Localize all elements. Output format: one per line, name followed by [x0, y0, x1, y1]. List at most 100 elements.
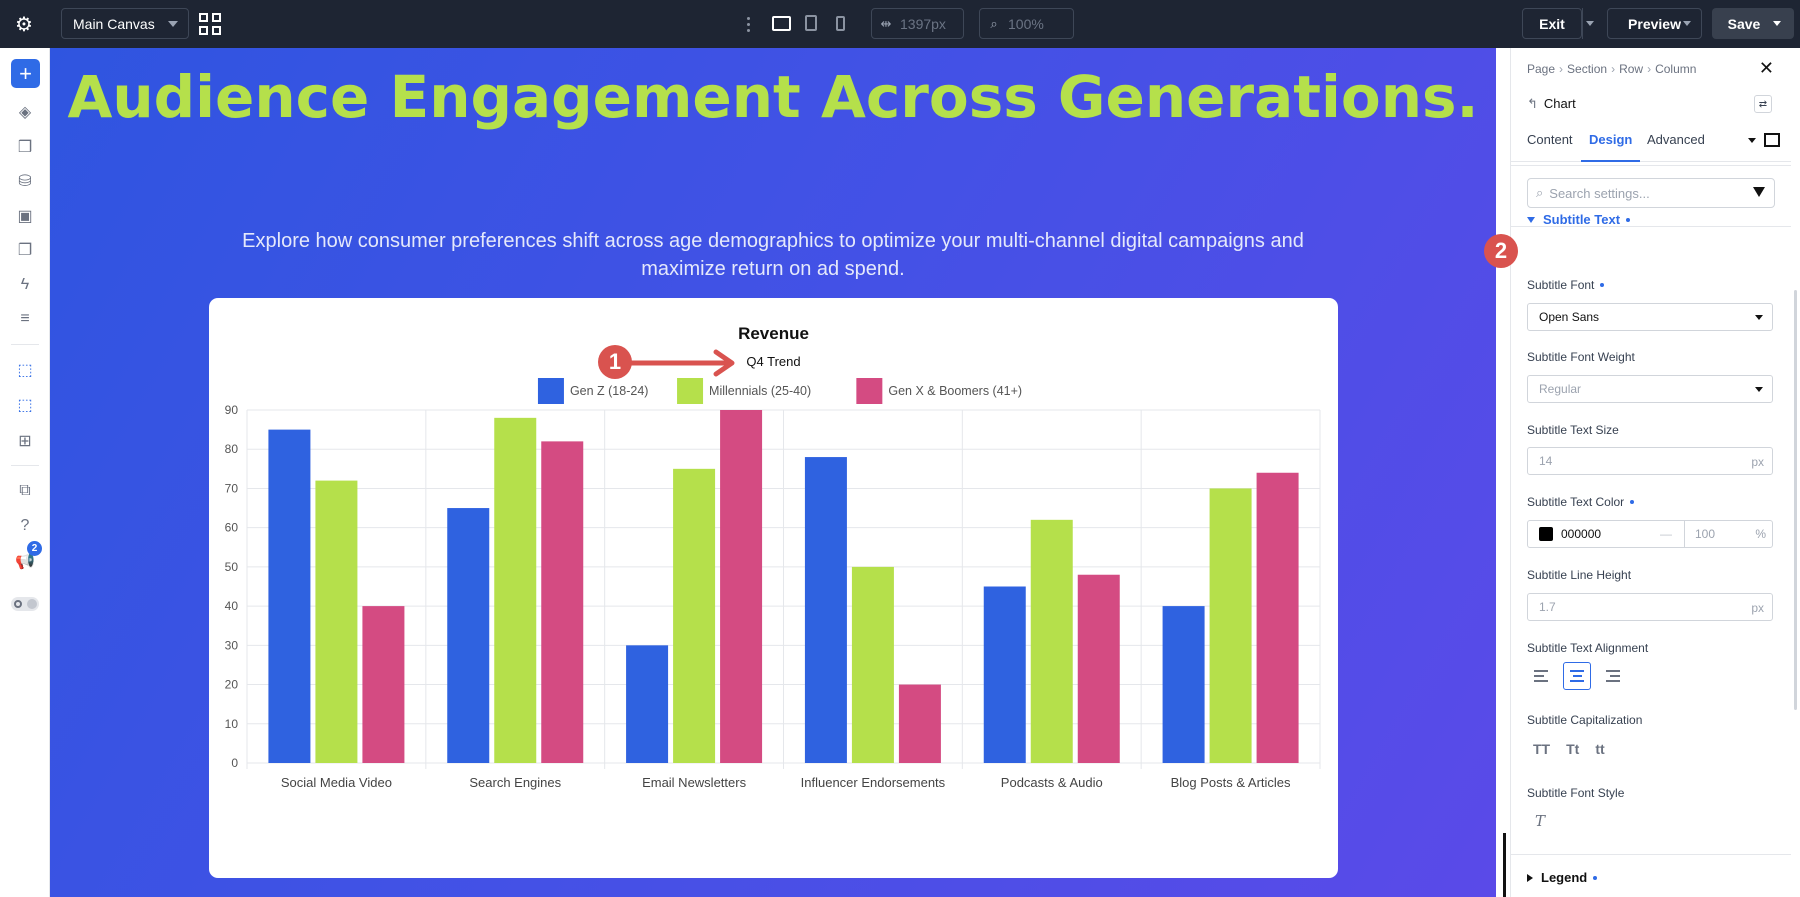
legend-group-toggle[interactable]: Legend: [1527, 870, 1598, 885]
drag-handle-icon[interactable]: [744, 12, 752, 36]
legend-group-label: Legend: [1541, 870, 1588, 885]
save-options-chevron-icon[interactable]: [1773, 21, 1781, 26]
canvas-width-field[interactable]: ⇹ 1397px: [871, 8, 964, 39]
canvas-select[interactable]: Main Canvas: [61, 8, 189, 39]
module-settings-icon[interactable]: ⇄: [1754, 95, 1772, 113]
y-tick-label: 10: [225, 717, 239, 731]
divider: [1582, 8, 1583, 39]
bar: [447, 508, 490, 763]
color-swatch[interactable]: [1539, 527, 1553, 541]
annotation-arrow-icon: [630, 349, 735, 377]
multi-select-icon[interactable]: ⬚: [17, 397, 33, 414]
layers-icon[interactable]: ◈: [18, 104, 32, 121]
italic-icon[interactable]: T: [1535, 812, 1546, 830]
capitalize-icon[interactable]: Tt: [1566, 741, 1580, 757]
text-size-unit[interactable]: px: [1751, 455, 1764, 469]
preview-settings-icon[interactable]: ⊞: [18, 433, 32, 450]
filter-icon[interactable]: [1753, 187, 1765, 197]
panel-scrollbar[interactable]: [1794, 290, 1797, 710]
settings-gear-icon[interactable]: ⚙: [15, 13, 33, 36]
font-style-label: Subtitle Font Style: [1527, 786, 1625, 800]
hero-title[interactable]: Audience Engagement Across Generations.: [67, 63, 1479, 131]
breadcrumb-page[interactable]: Page: [1527, 62, 1556, 76]
text-alignment-group: [1527, 662, 1627, 690]
zoom-search-icon: ⌕: [990, 15, 998, 31]
chart-title: Revenue: [738, 324, 809, 343]
annotation-marker-1: 1: [598, 345, 632, 379]
bar: [1256, 472, 1299, 763]
breadcrumb-column[interactable]: Column: [1655, 62, 1697, 76]
dark-mode-toggle[interactable]: [11, 597, 39, 611]
line-height-unit[interactable]: px: [1751, 601, 1764, 615]
zoom-field[interactable]: ⌕ 100%: [979, 8, 1074, 39]
font-weight-select[interactable]: Regular: [1527, 375, 1773, 403]
save-button[interactable]: Save: [1712, 8, 1794, 39]
legend-swatch: [537, 378, 564, 404]
tab-advanced[interactable]: Advanced: [1647, 132, 1705, 147]
database-icon[interactable]: ⛁: [18, 173, 32, 190]
subtitle-text-group-toggle[interactable]: Subtitle Text: [1527, 212, 1631, 227]
x-tick-label: Social Media Video: [281, 775, 392, 790]
search-settings-input[interactable]: ⌕ Search settings...: [1527, 178, 1775, 208]
preview-options-chevron-icon[interactable]: [1683, 21, 1691, 26]
hero-subtitle[interactable]: Explore how consumer preferences shift a…: [242, 230, 1304, 280]
uppercase-icon[interactable]: TT: [1533, 741, 1551, 757]
more-tabs-chevron-icon[interactable]: [1748, 138, 1756, 143]
line-height-input[interactable]: 1.7 px: [1527, 593, 1773, 621]
subtitle-font-select[interactable]: Open Sans: [1527, 303, 1773, 331]
panel-tabs: Content Design Advanced: [1511, 122, 1791, 162]
panel-resize-handle[interactable]: [1503, 833, 1506, 897]
align-center-icon[interactable]: [1563, 662, 1591, 690]
tablet-view-icon[interactable]: [800, 12, 822, 34]
image-library-icon[interactable]: ▣: [17, 208, 33, 225]
tab-design[interactable]: Design: [1581, 132, 1641, 162]
text-color-input[interactable]: 000000 — 100%: [1527, 520, 1773, 548]
module-title[interactable]: ↰ Chart: [1527, 96, 1576, 112]
capitalization-group: TT Tt tt: [1533, 741, 1605, 757]
breadcrumb-row[interactable]: Row: [1619, 62, 1644, 76]
x-tick-label: Search Engines: [469, 775, 561, 790]
y-tick-label: 30: [225, 638, 239, 652]
align-left-icon[interactable]: [1527, 662, 1555, 690]
divider: [1511, 226, 1791, 227]
text-alignment-label: Subtitle Text Alignment: [1527, 641, 1649, 655]
collapse-triangle-icon: [1527, 216, 1535, 223]
lowercase-icon[interactable]: tt: [1595, 741, 1605, 757]
add-module-button[interactable]: +: [11, 59, 40, 88]
theme-builder-icon[interactable]: ❒: [17, 139, 33, 156]
search-placeholder: Search settings...: [1549, 185, 1650, 201]
announcements-icon[interactable]: 📢: [15, 553, 35, 570]
select-cursor-icon[interactable]: ⬚: [17, 362, 33, 379]
preview-square-icon[interactable]: [1764, 133, 1780, 147]
left-sidebar: [0, 48, 50, 897]
bar: [362, 606, 405, 763]
bar: [898, 684, 941, 763]
color-opacity-input[interactable]: 100%: [1684, 521, 1774, 547]
legend-swatch: [856, 378, 883, 404]
bar: [1162, 606, 1205, 763]
grid-layout-icon[interactable]: [197, 11, 223, 37]
divider: [11, 344, 39, 345]
close-icon[interactable]: ✕: [1758, 58, 1774, 78]
tab-content[interactable]: Content: [1527, 132, 1573, 147]
help-icon[interactable]: ?: [20, 517, 30, 534]
pages-icon[interactable]: ❐: [17, 242, 33, 259]
exit-button[interactable]: Exit: [1522, 8, 1582, 39]
preview-button[interactable]: Preview: [1607, 8, 1702, 39]
chart-module[interactable]: 0 10 20 30 40 50 60 70 80 90 Social Media Video Sea…: [209, 298, 1338, 878]
text-size-input[interactable]: 14 px: [1527, 447, 1773, 475]
chevron-down-icon: [1755, 387, 1763, 392]
bar-chart: 0 10 20 30 40 50 60 70 80 90 Social Media Video Sea…: [225, 378, 1321, 790]
bar: [268, 429, 311, 763]
font-weight-value: Regular: [1539, 382, 1582, 396]
breadcrumb-section[interactable]: Section: [1567, 62, 1608, 76]
align-right-icon[interactable]: [1599, 662, 1627, 690]
exit-options-chevron-icon[interactable]: [1586, 21, 1594, 26]
windows-icon[interactable]: ⧉: [19, 482, 31, 499]
legend-label: Gen X & Boomers (41+): [888, 384, 1022, 398]
lightning-icon[interactable]: ϟ: [20, 276, 30, 293]
desktop-view-icon[interactable]: [770, 12, 792, 34]
bar: [1209, 488, 1252, 763]
phone-view-icon[interactable]: [829, 12, 851, 34]
list-icon[interactable]: ≡: [20, 310, 30, 327]
